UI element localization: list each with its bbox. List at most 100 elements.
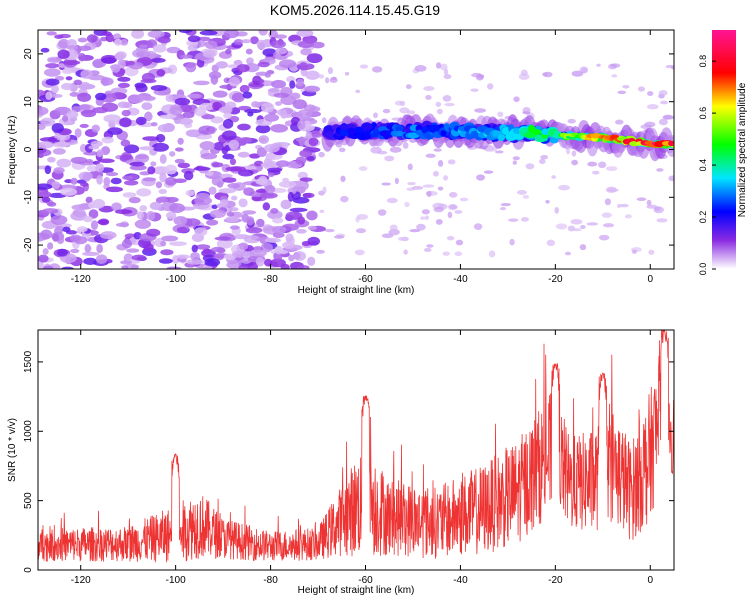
spectrogram-cell xyxy=(237,151,250,158)
spectrogram-cell xyxy=(62,226,71,232)
spectrogram-cell xyxy=(624,214,632,219)
spectrogram-cell xyxy=(61,266,74,269)
spectrogram-cell xyxy=(358,166,368,171)
spectrogram-cell xyxy=(80,182,89,187)
spectrogram-cell xyxy=(567,118,576,124)
spectrogram-cell xyxy=(305,70,320,81)
spectrogram-cell xyxy=(124,180,139,186)
spectrogram-cell xyxy=(516,189,527,195)
spectrogram-cell xyxy=(101,136,114,144)
spectrogram-cell xyxy=(520,217,529,222)
spectrogram-cell xyxy=(218,188,236,194)
spectrogram-cell xyxy=(165,94,174,103)
snr-y-axis: 0 500 1000 1500 xyxy=(23,350,674,573)
snr-x-tick-label: -80 xyxy=(263,575,278,586)
spectrogram-cell xyxy=(646,199,652,206)
spectrogram-cell xyxy=(454,210,463,214)
spectrogram-cell xyxy=(538,158,546,165)
spectrogram-cell xyxy=(389,146,402,153)
spectrogram-cell xyxy=(176,226,188,234)
spectrogram-cell xyxy=(132,48,148,58)
spectrogram-cell xyxy=(150,57,166,63)
spectrogram-cell xyxy=(381,182,391,186)
spectrogram-cell xyxy=(290,92,301,100)
spectrogram-cell xyxy=(39,137,58,142)
spectrogram-cell xyxy=(198,125,216,135)
spectrogram-cell xyxy=(610,63,621,68)
spectrogram-cell xyxy=(123,144,140,154)
spectrogram-cell xyxy=(222,118,234,129)
spectrogram-cell xyxy=(69,92,80,97)
spectrogram-cell xyxy=(120,260,132,265)
spectrogram-cell xyxy=(245,48,253,55)
spectrogram-cell xyxy=(176,254,191,259)
spectrogram-cell xyxy=(131,30,145,39)
spectrogram-cell xyxy=(157,36,171,44)
spectrogram-cell xyxy=(422,184,435,188)
spectrogram-cell xyxy=(84,243,92,254)
spectrogram-cell xyxy=(344,71,350,76)
spectrogram-cell xyxy=(436,108,443,115)
spectrogram-cell xyxy=(178,30,193,34)
spectrogram-cell xyxy=(92,60,104,69)
spectrogram-cell xyxy=(38,124,46,130)
spectrogram-cell xyxy=(42,208,59,214)
spectrogram-cell xyxy=(187,93,202,99)
spectrogram-cell xyxy=(52,233,60,242)
spectrogram-cell xyxy=(51,181,61,190)
spectrogram-cell xyxy=(69,248,80,254)
spectrogram-cell xyxy=(373,112,379,119)
spectrogram-cell xyxy=(194,106,207,117)
spectrogram-cell xyxy=(356,214,369,220)
spectrogram-cell xyxy=(518,73,530,81)
spectrogram-cell xyxy=(297,264,310,269)
spectrogram-cell xyxy=(38,191,52,198)
spectrogram-cell xyxy=(426,190,432,198)
spectrogram-cell xyxy=(69,234,82,242)
spectrogram-cell xyxy=(522,111,531,115)
spectrogram-cell xyxy=(160,249,174,256)
spectrogram-cell xyxy=(311,41,325,49)
spectrogram-cell xyxy=(442,251,451,256)
snr-y-tick-label: 500 xyxy=(23,492,34,509)
spectrogram-cell xyxy=(45,91,53,100)
spectrogram-cell xyxy=(425,95,432,100)
spectrogram-cell xyxy=(230,195,238,201)
spectrogram-cell xyxy=(289,207,308,213)
spectrogram-cell xyxy=(47,57,62,63)
spectrogram-cell xyxy=(247,261,259,269)
spectrogram-cell xyxy=(150,161,157,167)
spectrogram-cell xyxy=(433,148,442,152)
spectrogram-cell xyxy=(246,216,255,226)
spectrogram-cell xyxy=(300,48,312,56)
spectrogram-cell xyxy=(554,207,559,214)
spectrogram-cell xyxy=(179,104,193,113)
spectrogram-cell xyxy=(440,63,448,71)
spectrogram-cell xyxy=(246,57,254,65)
spectrogram-cell xyxy=(309,130,322,138)
spectrogram-cell xyxy=(119,117,132,128)
spectrogram-cell xyxy=(287,191,295,202)
spectrogram-cell xyxy=(267,167,283,173)
spectrogram-cell xyxy=(204,258,221,267)
spectrogram-cell xyxy=(185,62,197,73)
spectrogram-cell xyxy=(270,40,286,49)
spectrogram-cell xyxy=(46,31,57,36)
spectrogram-cell xyxy=(321,117,327,124)
spectrogram-cell xyxy=(579,66,589,74)
spectrogram-cell xyxy=(617,90,627,95)
spectrogram-cell xyxy=(204,40,218,49)
spectrogram-cell xyxy=(238,198,248,208)
spectrogram-cell xyxy=(292,99,308,110)
spectrogram-cell xyxy=(147,30,165,38)
spectrogram-cell xyxy=(305,131,313,139)
spectrogram-cell xyxy=(665,65,674,69)
spectrogram-cell xyxy=(47,156,56,163)
spectrogram-cell xyxy=(107,127,123,135)
spectrogram-cell xyxy=(571,70,584,77)
spectrogram-cell xyxy=(157,124,173,133)
spectrogram-x-tick-label: -120 xyxy=(71,274,91,285)
spectrogram-cell xyxy=(152,142,169,152)
snr-frame xyxy=(37,329,675,571)
